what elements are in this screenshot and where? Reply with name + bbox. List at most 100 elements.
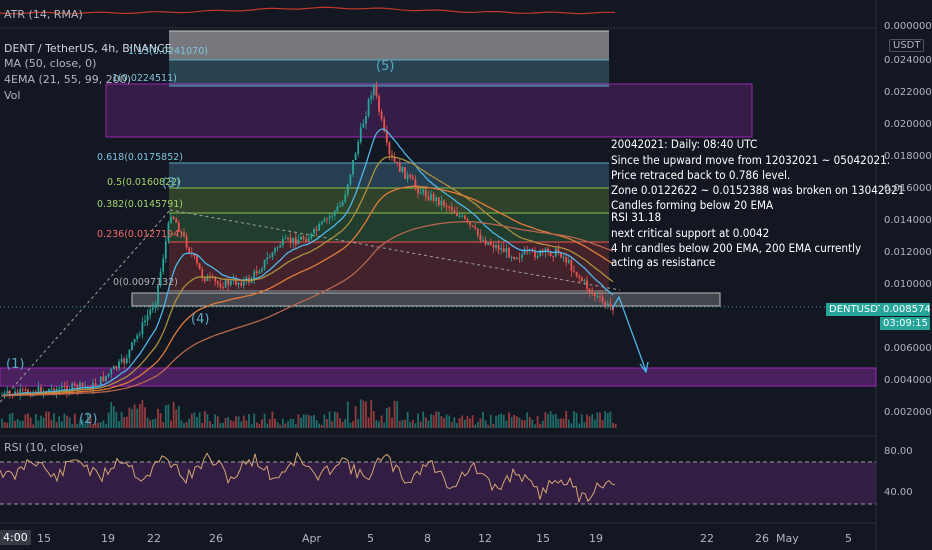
candle-body (240, 282, 243, 286)
volume-bar (552, 414, 555, 428)
candle-body (235, 279, 237, 285)
candle-body (445, 205, 448, 207)
ema-label[interactable]: 4EMA (21, 55, 99, 200) (4, 73, 132, 86)
ma-label[interactable]: MA (50, close, 0) (4, 57, 97, 70)
fib-label-113: 1.13(0.0241070) (128, 46, 208, 57)
volume-bar (300, 417, 302, 428)
volume-bar (294, 423, 297, 428)
wave-label-1: (1) (6, 357, 25, 372)
note-line-7: next critical support at 0.0042 (611, 226, 770, 240)
volume-bar (440, 416, 443, 428)
candle-body (409, 174, 412, 177)
rsi-label[interactable]: RSI (10, close) (4, 441, 84, 454)
candle-body (482, 239, 484, 241)
candle-body (401, 167, 404, 172)
wave-trendline (0, 209, 171, 403)
candle-body (391, 154, 393, 158)
candle-body (16, 391, 19, 395)
volume-bar (388, 406, 391, 428)
candle-body (404, 167, 406, 179)
candle-body (94, 383, 97, 386)
currency-button[interactable]: USDT (889, 39, 925, 52)
candle-body (367, 99, 370, 116)
candle-body (128, 349, 131, 359)
volume-bar (502, 414, 505, 428)
volume-bar (224, 417, 227, 428)
volume-bar (227, 417, 230, 428)
volume-bar (209, 421, 211, 428)
volume-bar (6, 422, 9, 428)
candle-body (560, 252, 562, 258)
candle-body (97, 385, 100, 387)
candle-body (523, 250, 526, 255)
candle-body (375, 86, 378, 96)
x-tick: 15 (37, 532, 51, 545)
volume-bar (482, 411, 484, 428)
volume-bar (417, 413, 419, 428)
candle-body (419, 193, 422, 195)
candle-body (289, 238, 292, 243)
candle-body (385, 131, 388, 143)
volume-bar (352, 420, 354, 428)
volume-bar (469, 418, 471, 428)
volume-bar (536, 416, 539, 428)
candle-body (323, 218, 326, 222)
volume-bar (383, 422, 386, 428)
volume-bar (528, 417, 531, 428)
vol-label[interactable]: Vol (4, 89, 21, 102)
volume-bar (219, 422, 222, 428)
candle-body (505, 248, 508, 253)
volume-bar (497, 414, 500, 428)
candle-body (500, 248, 503, 250)
candle-body (120, 358, 123, 362)
volume-bar (313, 415, 315, 428)
volume-bar (281, 418, 284, 428)
candle-body (281, 238, 284, 246)
volume-bar (344, 419, 347, 428)
candle-body (344, 194, 347, 203)
volume-bar (232, 421, 235, 428)
volume-bar (86, 412, 89, 428)
candle-body (502, 248, 505, 253)
candle-body (586, 280, 588, 289)
x-tick: 5 (367, 532, 374, 545)
candle-body (159, 271, 162, 286)
candle-body (315, 228, 318, 231)
countdown-tag: 03:09:15 (880, 317, 930, 330)
volume-bar (562, 418, 565, 428)
resistance-trendline (169, 209, 621, 291)
candle-body (224, 279, 227, 288)
volume-bar (92, 424, 94, 428)
volume-bar (63, 413, 66, 428)
fib-label-05: 0.5(0.0160822) (107, 177, 181, 188)
volume-bar (250, 424, 253, 428)
volume-bar (110, 402, 113, 428)
candle-body (466, 219, 469, 222)
ema-21-line (1, 128, 614, 397)
volume-bar (362, 400, 365, 428)
volume-bar (450, 421, 453, 428)
volume-bar (573, 411, 575, 428)
candle-body (591, 292, 594, 294)
volume-bar (591, 414, 594, 428)
candle-body (318, 223, 321, 231)
candle-body (261, 268, 263, 272)
candle-body (406, 174, 409, 179)
candle-body (53, 388, 55, 394)
volume-bar (188, 418, 191, 428)
volume-bar (242, 415, 245, 428)
candle-body (292, 237, 295, 243)
candle-body (450, 206, 453, 211)
candle-body (245, 277, 248, 280)
volume-bar (245, 420, 248, 428)
volume-bar (393, 400, 396, 428)
volume-bar (180, 420, 183, 428)
projection-arrowhead (639, 361, 649, 374)
volume-bar (365, 401, 367, 428)
atr-label[interactable]: ATR (14, RMA) (4, 8, 83, 21)
volume-bar (583, 422, 586, 428)
